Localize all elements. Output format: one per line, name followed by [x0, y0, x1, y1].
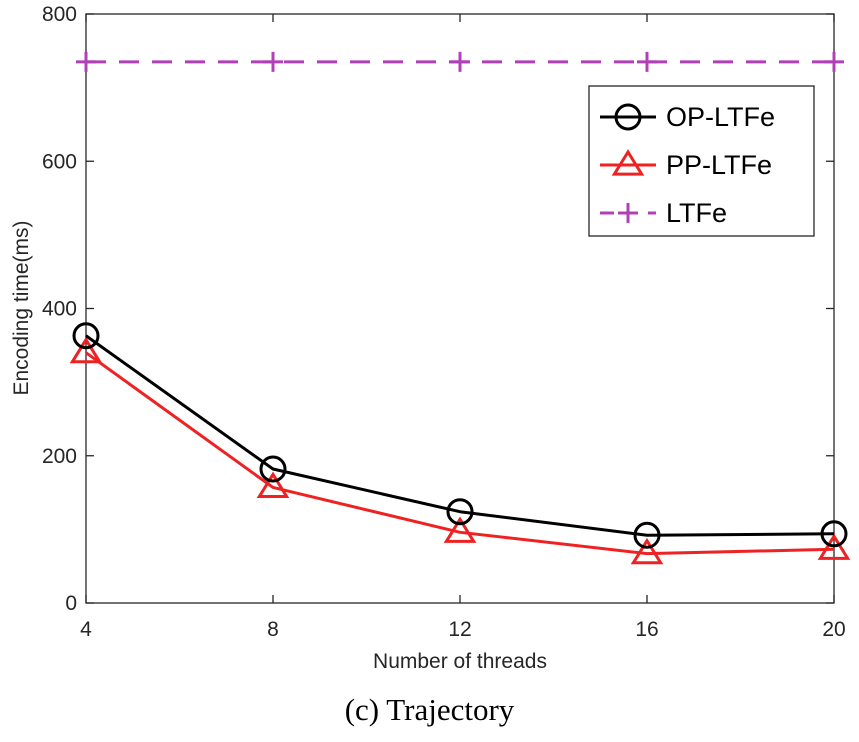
- data-point-op-ltfe: [72, 322, 100, 350]
- x-tick-label: 20: [822, 618, 845, 641]
- data-point-op-ltfe: [633, 521, 661, 549]
- data-point-pp-ltfe: [630, 537, 664, 565]
- series-line-pp-ltfe: [85, 351, 835, 556]
- y-tick-label: 600: [42, 150, 77, 173]
- legend-label: LTFe: [666, 198, 727, 228]
- legend: OP-LTFe PP-LTFe LTFe: [588, 85, 815, 237]
- legend-entry-pp-ltfe: PP-LTFe: [600, 149, 772, 180]
- x-tick-label: 16: [635, 618, 658, 641]
- figure-caption: (c) Trajectory: [344, 692, 515, 727]
- y-tick-label: 400: [42, 298, 77, 321]
- data-point-pp-ltfe: [443, 516, 477, 543]
- legend-entry-ltfe: LTFe: [600, 198, 727, 228]
- data-point-ltfe: [450, 51, 470, 72]
- x-axis: 4 8 12 16 20: [80, 14, 846, 641]
- legend-marker: [618, 203, 638, 223]
- data-point-pp-ltfe: [817, 533, 851, 560]
- y-axis-label: Encoding time(ms): [10, 220, 33, 395]
- data-point-op-ltfe: [446, 498, 474, 526]
- y-tick-label: 800: [42, 3, 77, 26]
- series-pp-ltfe: [69, 336, 851, 565]
- x-axis-label: Number of threads: [373, 650, 547, 673]
- series-layer: [69, 51, 851, 565]
- data-point-op-ltfe: [820, 520, 848, 548]
- data-point-pp-ltfe: [69, 336, 103, 364]
- x-tick-label: 12: [448, 618, 471, 641]
- x-tick-label: 8: [267, 618, 279, 641]
- data-point-ltfe: [637, 51, 657, 72]
- y-axis: 0 200 400 600 800: [42, 3, 834, 615]
- data-point-ltfe: [263, 51, 283, 72]
- x-tick-label: 4: [80, 618, 92, 641]
- data-point-ltfe: [76, 51, 96, 72]
- y-tick-label: 0: [65, 592, 77, 615]
- legend-entry-op-ltfe: OP-LTFe: [600, 102, 775, 132]
- legend-label: PP-LTFe: [666, 150, 772, 180]
- data-point-pp-ltfe: [256, 471, 290, 499]
- data-point-ltfe: [824, 51, 844, 72]
- legend-marker: [614, 103, 642, 131]
- series-ltfe: [76, 51, 844, 72]
- y-tick-label: 200: [42, 445, 77, 468]
- legend-marker: [611, 149, 645, 176]
- series-line-op-ltfe: [85, 334, 835, 537]
- series-op-ltfe: [72, 322, 848, 549]
- data-point-op-ltfe: [259, 455, 287, 483]
- legend-label: OP-LTFe: [666, 102, 775, 132]
